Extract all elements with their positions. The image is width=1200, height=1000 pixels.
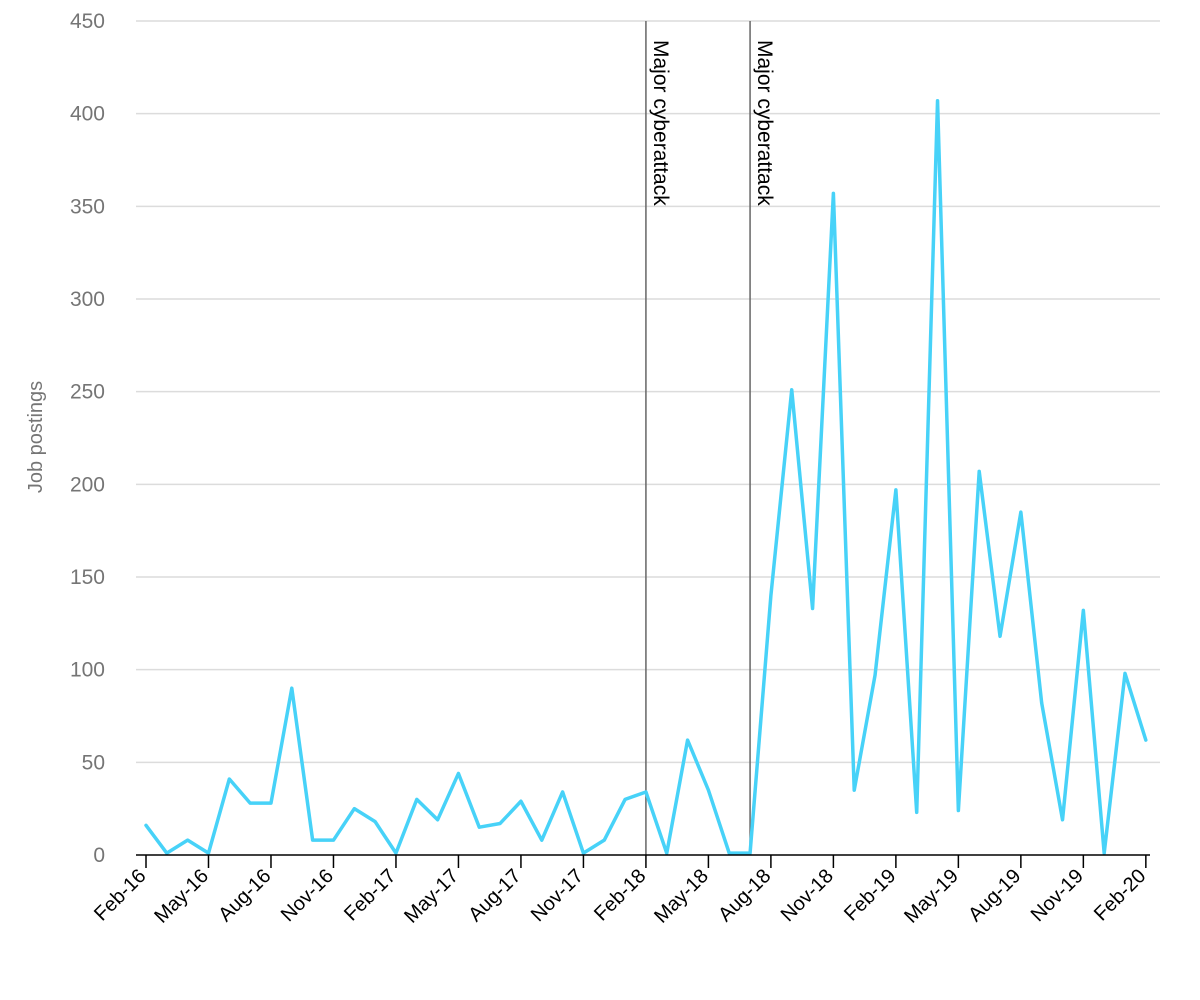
x-tick-label-Nov-17: Nov-17 — [527, 865, 588, 926]
y-tick-label-200: 200 — [70, 473, 105, 496]
series-line-1 — [144, 98, 1148, 855]
x-axis-tick-labels: Feb-16 May-16 Aug-16 Nov-16 Feb-17 May-17 Aug-… — [90, 865, 1150, 928]
y-tick-label-50: 50 — [82, 751, 105, 774]
annotation-layer: Major cyberattack Major cyberattack — [645, 21, 776, 855]
series-layer — [144, 98, 1148, 855]
x-tick-label-Aug-16: Aug-16 — [214, 865, 275, 926]
x-tick-label-Feb-18: Feb-18 — [590, 865, 650, 925]
grid-lines — [136, 20, 1160, 764]
annotation-label-1: Major cyberattack — [649, 40, 672, 206]
x-axis — [136, 854, 1150, 868]
y-tick-label-300: 300 — [70, 288, 105, 311]
x-tick-label-Feb-20: Feb-20 — [1090, 865, 1150, 925]
y-tick-label-450: 450 — [70, 10, 105, 33]
x-tick-label-Feb-17: Feb-17 — [340, 865, 400, 925]
x-tick-label-May-19: May-19 — [900, 865, 963, 928]
x-tick-label-Aug-17: Aug-17 — [464, 865, 525, 926]
y-axis-tick-labels: 0 50 100 150 200 250 300 350 400 450 — [70, 10, 105, 867]
x-tick-label-Nov-19: Nov-19 — [1027, 865, 1088, 926]
x-tick-label-May-18: May-18 — [650, 865, 713, 928]
annotation-label-2: Major cyberattack — [753, 40, 776, 206]
y-tick-label-0: 0 — [93, 844, 105, 867]
y-tick-label-350: 350 — [70, 195, 105, 218]
x-tick-label-Nov-16: Nov-16 — [277, 865, 338, 926]
y-tick-label-250: 250 — [70, 381, 105, 404]
y-tick-label-400: 400 — [70, 103, 105, 126]
y-axis-title: Job postings — [25, 381, 47, 493]
y-tick-label-150: 150 — [70, 566, 105, 589]
x-tick-label-Feb-19: Feb-19 — [840, 865, 900, 925]
y-tick-label-100: 100 — [70, 659, 105, 682]
x-tick-label-May-17: May-17 — [400, 865, 463, 928]
x-tick-label-Feb-16: Feb-16 — [90, 865, 150, 925]
x-tick-label-Aug-19: Aug-19 — [964, 865, 1025, 926]
x-tick-label-May-16: May-16 — [150, 865, 213, 928]
x-tick-label-Aug-18: Aug-18 — [714, 865, 775, 926]
x-tick-label-Nov-18: Nov-18 — [777, 865, 838, 926]
